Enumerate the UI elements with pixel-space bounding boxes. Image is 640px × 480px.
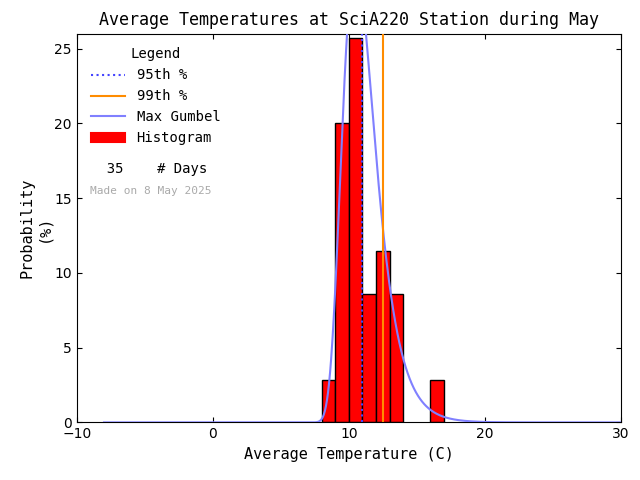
Text: 35    # Days: 35 # Days [90,162,207,176]
Bar [431,380,444,422]
Bar [390,294,403,422]
Text: Made on 8 May 2025: Made on 8 May 2025 [90,186,211,195]
Bar [335,123,349,422]
Title: Average Temperatures at SciA220 Station during May: Average Temperatures at SciA220 Station … [99,11,599,29]
Legend: 95th %, 99th %, Max Gumbel, Histogram: 95th %, 99th %, Max Gumbel, Histogram [84,40,227,152]
Bar [362,294,376,422]
Bar [322,380,335,422]
X-axis label: Average Temperature (C): Average Temperature (C) [244,447,454,462]
Bar [349,38,362,422]
Y-axis label: Probability
(%): Probability (%) [19,178,52,278]
Bar [376,252,390,422]
